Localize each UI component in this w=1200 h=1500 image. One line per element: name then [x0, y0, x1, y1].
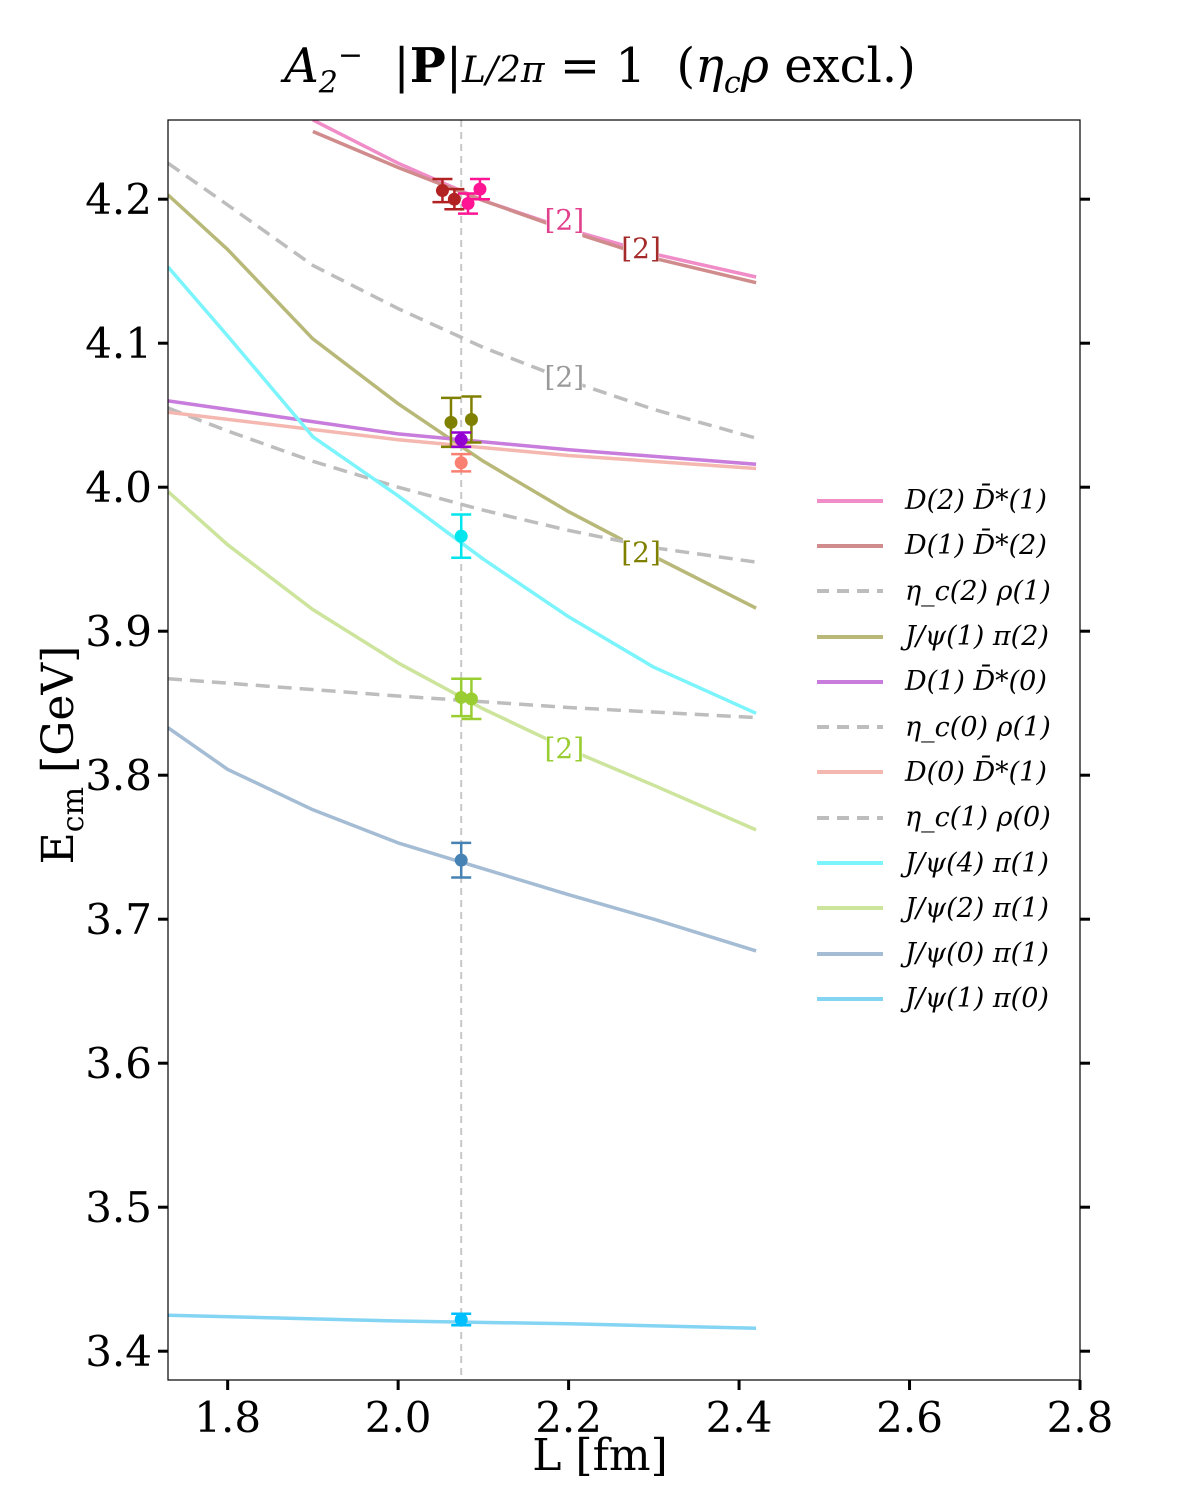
legend-label: D(0) D̄*(1) — [905, 756, 1047, 788]
data-point-4 — [440, 396, 461, 449]
degeneracy-label-bg — [623, 230, 660, 267]
data-marker — [464, 692, 478, 706]
y-tick-label: 3.6 — [85, 1039, 152, 1088]
degeneracy-label: [2] — [621, 232, 661, 265]
data-marker — [454, 1313, 468, 1327]
legend-label: J/ψ(2) π(1) — [905, 892, 1049, 924]
legend-label: J/ψ(4) π(1) — [905, 847, 1049, 879]
x-tick-label: 2.4 — [706, 1393, 773, 1442]
y-tick-label: 3.5 — [85, 1183, 152, 1232]
legend-entry-4: D(1) D̄*(0) — [815, 659, 1051, 704]
legend-swatch — [817, 589, 883, 594]
x-tick-label: 1.8 — [194, 1393, 261, 1442]
x-tick-label: 2.2 — [535, 1393, 602, 1442]
degeneracy-label: [2] — [621, 536, 661, 569]
legend-entry-11: J/ψ(1) π(0) — [815, 976, 1051, 1021]
y-tick-label: 3.4 — [85, 1327, 152, 1376]
y-tick-label: 4.2 — [85, 175, 152, 224]
legend-swatch — [817, 498, 883, 503]
legend-entry-8: J/ψ(4) π(1) — [815, 840, 1051, 885]
series-line-6 — [168, 410, 757, 471]
legend-label: D(2) D̄*(1) — [905, 485, 1047, 517]
x-axis-label: L [fm] — [532, 1430, 668, 1481]
data-point-3 — [469, 177, 490, 201]
degeneracy-label-bg — [546, 729, 583, 766]
legend-swatch — [817, 861, 883, 866]
legend-entry-7: η_c(1) ρ(0) — [815, 795, 1051, 840]
series-line-1 — [312, 129, 757, 285]
legend-swatch — [817, 679, 883, 684]
data-marker — [464, 413, 478, 427]
data-marker — [473, 182, 487, 196]
legend-label: D(1) D̄*(2) — [905, 530, 1047, 562]
degeneracy-label-bg — [623, 534, 660, 570]
legend-entry-6: D(0) D̄*(1) — [815, 750, 1051, 795]
legend-label: η_c(0) ρ(1) — [905, 711, 1051, 743]
series-line-11 — [168, 1313, 757, 1330]
data-marker — [435, 184, 449, 198]
legend-swatch — [817, 906, 883, 911]
legend-label: η_c(2) ρ(1) — [905, 575, 1051, 607]
legend-entry-5: η_c(0) ρ(1) — [815, 704, 1051, 749]
data-point-9 — [451, 677, 472, 718]
y-tick-label: 4.1 — [85, 319, 152, 368]
series-line-10 — [168, 726, 757, 953]
legend-entry-0: D(2) D̄*(1) — [815, 478, 1051, 523]
data-point-12 — [451, 1312, 472, 1327]
y-tick-label: 3.8 — [85, 751, 152, 800]
data-marker — [454, 456, 468, 470]
degeneracy-label-bg — [546, 201, 583, 238]
legend-entry-2: η_c(2) ρ(1) — [815, 569, 1051, 614]
series-line-9 — [168, 490, 757, 832]
legend-label: D(1) D̄*(0) — [905, 666, 1047, 698]
degeneracy-label: [2] — [545, 732, 585, 765]
data-point-8 — [451, 513, 472, 560]
legend-label: J/ψ(0) π(1) — [905, 938, 1049, 970]
data-marker — [454, 529, 468, 543]
y-axis-label: Ecm [GeV] — [33, 645, 91, 865]
data-point-11 — [451, 841, 472, 879]
legend-swatch — [817, 770, 883, 775]
data-marker — [454, 853, 468, 867]
data-marker — [444, 415, 458, 429]
y-tick-label: 4.0 — [85, 463, 152, 512]
data-point-7 — [451, 452, 472, 473]
y-tick-label: 3.9 — [85, 607, 152, 656]
x-tick-label: 2.8 — [1047, 1393, 1114, 1442]
legend-swatch — [817, 634, 883, 639]
data-point-6 — [451, 431, 472, 449]
x-tick-label: 2.6 — [876, 1393, 943, 1442]
legend-entry-9: J/ψ(2) π(1) — [815, 886, 1051, 931]
data-marker — [454, 690, 468, 704]
series-line-8 — [168, 265, 757, 715]
data-marker — [454, 433, 468, 447]
legend-swatch — [817, 996, 883, 1001]
legend-entry-10: J/ψ(0) π(1) — [815, 931, 1051, 976]
data-point-10 — [461, 677, 482, 721]
legend-label: J/ψ(1) π(0) — [905, 983, 1049, 1015]
series-line-0 — [312, 120, 757, 279]
series-line-7 — [168, 676, 757, 720]
data-marker — [447, 192, 461, 206]
x-tick-label: 2.0 — [365, 1393, 432, 1442]
legend-entry-3: J/ψ(1) π(2) — [815, 614, 1051, 659]
legend-swatch — [817, 543, 883, 548]
degeneracy-label: [2] — [545, 203, 585, 236]
series-line-4 — [168, 399, 757, 466]
legend-swatch — [817, 951, 883, 956]
y-tick-label: 3.7 — [85, 895, 152, 944]
legend-swatch — [817, 725, 883, 730]
legend-swatch — [817, 815, 883, 820]
legend-entry-1: D(1) D̄*(2) — [815, 523, 1051, 568]
degeneracy-label: [2] — [545, 360, 585, 393]
chart-title: A2− |P|L/2π = 1 (ηcρ excl.) — [284, 38, 916, 101]
data-point-1 — [444, 187, 465, 211]
legend: D(2) D̄*(1) D(1) D̄*(2) η_c(2) ρ(1) J/ψ(1) … — [815, 478, 1051, 1022]
legend-label: η_c(1) ρ(0) — [905, 802, 1051, 834]
plot-frame — [167, 119, 1081, 1381]
degeneracy-label-bg — [546, 358, 583, 395]
series-line-2 — [168, 161, 757, 440]
legend-label: J/ψ(1) π(2) — [905, 621, 1049, 653]
